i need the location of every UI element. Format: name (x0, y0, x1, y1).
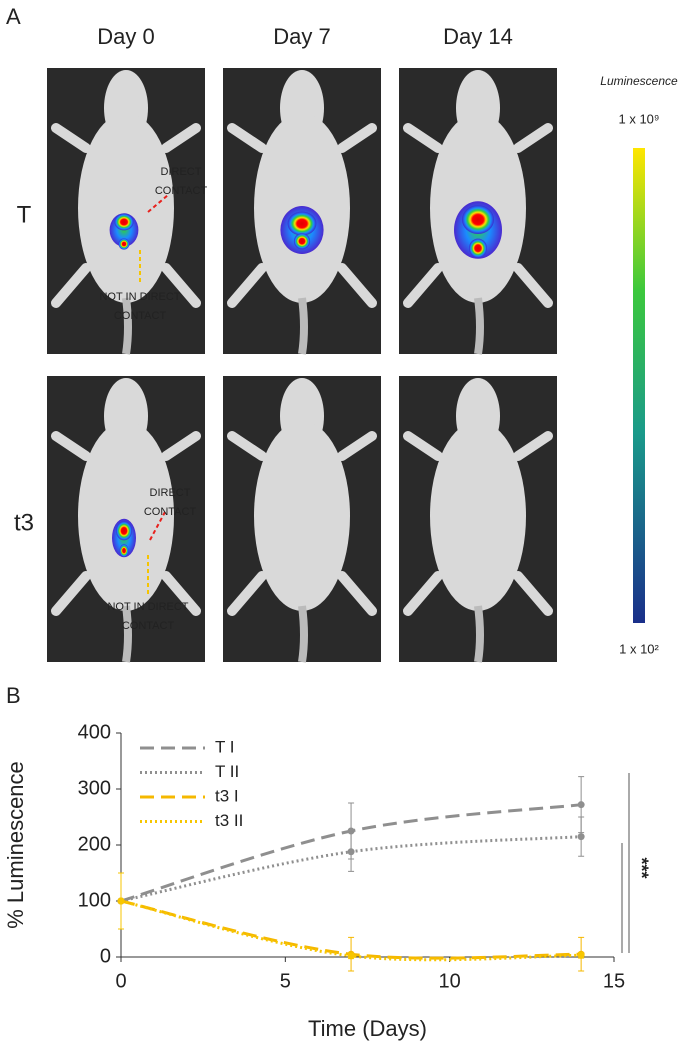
colorbar-min: 1 x 10² (619, 641, 659, 656)
y-tick-label: 0 (100, 945, 111, 967)
x-tick-label: 15 (603, 970, 625, 992)
mouse-body (254, 421, 350, 611)
row-label: T (17, 201, 32, 228)
panel-label: B (6, 683, 21, 708)
y-tick-label: 200 (78, 833, 111, 855)
colorbar-title: Luminescence (600, 74, 678, 88)
mouse-body (430, 421, 526, 611)
mouse-tail (474, 297, 484, 355)
signal (293, 233, 311, 250)
mouse-legs (403, 123, 553, 308)
mouse-legs (227, 431, 377, 616)
y-tick-label: 400 (78, 721, 111, 743)
callout-line (147, 194, 169, 213)
callout: CONTACT (155, 185, 208, 197)
x-tick-label: 10 (439, 970, 461, 992)
column-label: Day 14 (443, 24, 513, 49)
callout: CONTACT (122, 620, 175, 632)
callout: CONTACT (114, 310, 167, 322)
point (347, 952, 355, 960)
mouse-tail (298, 605, 308, 663)
mouse-tail (298, 297, 308, 355)
mouse-legs (227, 123, 377, 308)
mouse-legs (51, 123, 201, 308)
point (347, 848, 355, 856)
mouse-tail (122, 605, 132, 663)
x-tick-label: 0 (115, 970, 126, 992)
colorbar (633, 148, 645, 623)
point (577, 951, 585, 959)
mouse-body (78, 421, 174, 611)
x-tick-label: 5 (280, 970, 291, 992)
callout-line (149, 511, 166, 541)
signal (118, 238, 130, 250)
signal (119, 544, 129, 557)
callout: CONTACT (144, 506, 197, 518)
point (347, 827, 355, 835)
colorbar-max: 1 x 10⁹ (619, 111, 660, 126)
signal (287, 211, 317, 236)
point (577, 833, 585, 841)
y-axis-label: % Luminescence (3, 761, 28, 929)
mouse-tail (122, 297, 132, 355)
signal (469, 238, 487, 258)
callout: DIRECT (150, 487, 191, 499)
callout: DIRECT (161, 166, 202, 178)
significance: *** (631, 857, 651, 878)
legend-label: T II (215, 762, 239, 781)
y-tick-label: 100 (78, 889, 111, 911)
panel-label: A (6, 4, 21, 29)
x-axis-label: Time (Days) (308, 1016, 427, 1041)
mouse-legs (51, 431, 201, 616)
mouse-tail (474, 605, 484, 663)
legend-label: T I (215, 737, 235, 756)
callout: NOT IN DIRECT (107, 601, 188, 613)
column-label: Day 7 (273, 24, 330, 49)
callout: NOT IN DIRECT (99, 291, 180, 303)
mouse-legs (403, 431, 553, 616)
column-label: Day 0 (97, 24, 154, 49)
signal (116, 521, 132, 541)
mouse-body (78, 113, 174, 303)
point (117, 897, 125, 905)
row-label: t3 (14, 509, 34, 536)
signal (462, 205, 494, 235)
point (577, 801, 585, 809)
y-tick-label: 300 (78, 777, 111, 799)
signal (114, 213, 134, 231)
legend-label: t3 I (215, 786, 239, 805)
legend-label: t3 II (215, 811, 243, 830)
